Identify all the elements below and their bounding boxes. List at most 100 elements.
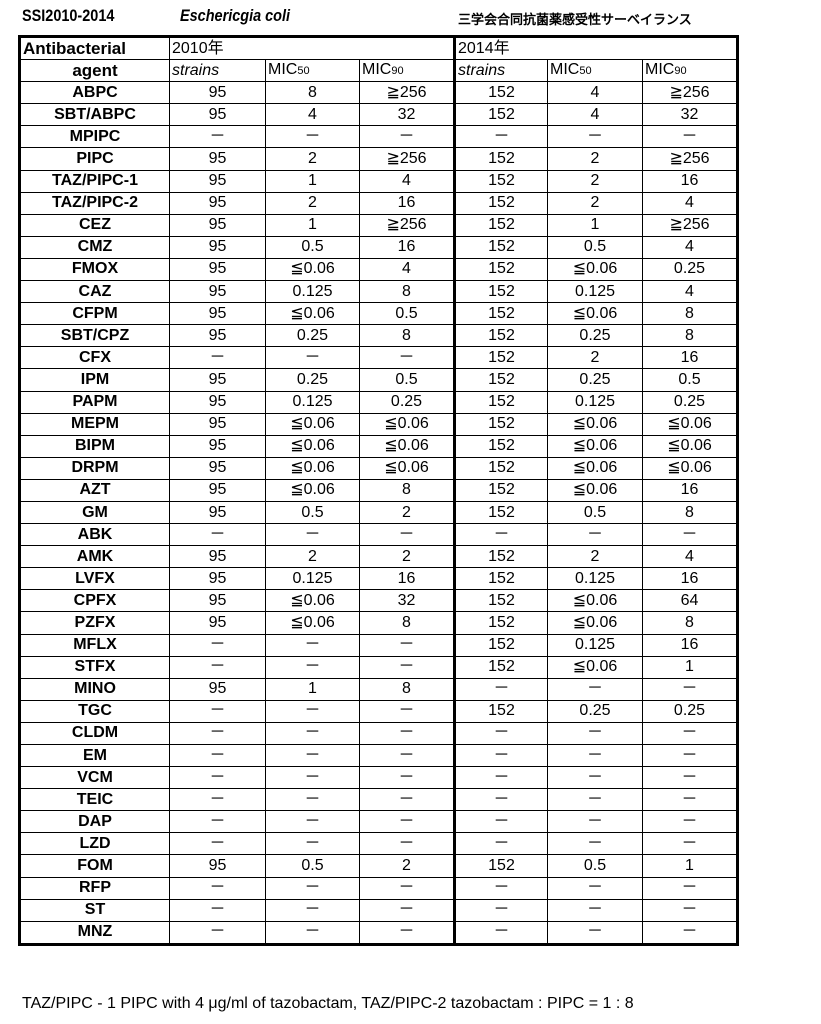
cell-agent: CAZ [19, 280, 170, 304]
mic90-sub: 90 [391, 65, 404, 78]
cell-mic50-2010: － [265, 699, 360, 723]
cell-mic50-2014: － [547, 721, 643, 746]
cell-mic50-2014: ≦0.06 [547, 412, 643, 436]
cell-agent: CFX [19, 346, 170, 370]
mic90-header: MIC90 [642, 59, 738, 83]
cell-mic90-2014: － [642, 743, 738, 768]
cell-mic50-2010: 8 [265, 81, 360, 105]
cell-mic90-2010: ≦0.06 [359, 412, 455, 436]
cell-mic50-2010: 4 [265, 103, 360, 127]
cell-agent: MINO [19, 677, 170, 701]
cell-mic50-2014: － [547, 832, 643, 856]
cell-mic50-2010: 0.25 [265, 368, 360, 392]
cell-mic50-2014: ≦0.06 [547, 302, 643, 326]
cell-mic50-2014: 0.5 [547, 500, 643, 525]
cell-mic90-2010: － [359, 898, 455, 922]
cell-strains-2010: － [169, 125, 266, 149]
cell-mic90-2010: 4 [359, 169, 455, 193]
cell-mic90-2010: － [359, 920, 455, 945]
cell-agent: CPFX [19, 589, 170, 613]
cell-mic50-2014: ≦0.06 [547, 655, 643, 679]
cell-strains-2014: 152 [453, 633, 548, 657]
cell-agent: SBT/CPZ [19, 324, 170, 348]
cell-mic90-2014: － [642, 810, 738, 834]
table-row: FOM 95 0.5 2 152 0.5 1 [19, 854, 738, 878]
cell-mic50-2010: 0.5 [265, 500, 360, 525]
cell-mic90-2014: － [642, 898, 738, 922]
cell-agent: AZT [19, 478, 170, 502]
cell-mic50-2014: ≦0.06 [547, 611, 643, 635]
cell-mic90-2010: － [359, 832, 455, 856]
table-row: STFX －－－ 152 ≦0.06 1 [19, 655, 738, 679]
cell-mic50-2010: ≦0.06 [265, 456, 360, 480]
cell-strains-2014: － [453, 125, 548, 149]
mic-label: MIC [645, 61, 675, 79]
cell-strains-2014: 152 [453, 655, 548, 679]
cell-strains-2014: － [453, 743, 548, 768]
cell-mic90-2010: 16 [359, 235, 455, 259]
cell-mic90-2014: 0.25 [642, 390, 738, 414]
cell-mic90-2014: － [642, 920, 738, 945]
cell-mic90-2010: － [359, 721, 455, 746]
cell-mic50-2014: － [547, 788, 643, 812]
cell-mic90-2014: 0.25 [642, 699, 738, 723]
table-row: ABPC 95 8 ≧256 152 4 ≧256 [19, 81, 738, 105]
cell-strains-2010: 95 [169, 478, 266, 502]
cell-mic50-2014: 0.125 [547, 567, 643, 591]
table-row: PIPC 95 2 ≧256 152 2 ≧256 [19, 147, 738, 171]
cell-strains-2014: 152 [453, 545, 548, 569]
mic90-header: MIC90 [359, 59, 455, 83]
cell-mic90-2014: ≧256 [642, 147, 738, 171]
cell-mic90-2010: 8 [359, 677, 455, 701]
cell-mic90-2014: ≦0.06 [642, 456, 738, 480]
cell-agent: ST [19, 898, 170, 922]
cell-strains-2010: 95 [169, 589, 266, 613]
cell-mic90-2010: 8 [359, 324, 455, 348]
cell-mic50-2010: － [265, 898, 360, 922]
cell-agent: LVFX [19, 567, 170, 591]
cell-mic50-2014: 0.25 [547, 368, 643, 392]
cell-mic90-2010: 0.5 [359, 302, 455, 326]
cell-mic90-2010: 4 [359, 257, 455, 282]
table-row: LZD －－－－－－ [19, 832, 738, 856]
cell-strains-2014: 152 [453, 500, 548, 525]
cell-mic50-2010: 0.125 [265, 280, 360, 304]
cell-mic50-2014: 4 [547, 81, 643, 105]
cell-mic50-2014: 2 [547, 545, 643, 569]
mic-table: Antibacterial 2010年 2014年 agent strains … [18, 35, 739, 946]
cell-mic90-2010: － [359, 810, 455, 834]
cell-mic50-2010: ≦0.06 [265, 611, 360, 635]
cell-strains-2010: 95 [169, 280, 266, 304]
table-row: DRPM 95 ≦0.06 ≦0.06 152 ≦0.06 ≦0.06 [19, 456, 738, 480]
cell-mic50-2010: 2 [265, 545, 360, 569]
cell-strains-2014: 152 [453, 434, 548, 458]
cell-mic90-2014: － [642, 766, 738, 790]
cell-strains-2014: 152 [453, 390, 548, 414]
header-row-years: Antibacterial 2010年 2014年 [19, 35, 738, 61]
cell-strains-2014: 152 [453, 368, 548, 392]
cell-mic50-2014: 0.125 [547, 280, 643, 304]
cell-strains-2014: － [453, 677, 548, 701]
cell-mic90-2010: ≦0.06 [359, 434, 455, 458]
table-row: MINO 95 1 8 －－－ [19, 677, 738, 701]
cell-mic90-2010: 8 [359, 611, 455, 635]
cell-mic90-2010: ≦0.06 [359, 456, 455, 480]
cell-strains-2014: － [453, 832, 548, 856]
cell-mic50-2010: ≦0.06 [265, 434, 360, 458]
cell-strains-2010: 95 [169, 854, 266, 878]
cell-agent: AMK [19, 545, 170, 569]
cell-agent: ABK [19, 523, 170, 547]
cell-strains-2014: 152 [453, 346, 548, 370]
cell-mic50-2010: － [265, 655, 360, 679]
cell-strains-2010: 95 [169, 677, 266, 701]
cell-strains-2010: 95 [169, 103, 266, 127]
mic-label: MIC [362, 61, 392, 79]
table-row: MFLX －－－ 152 0.125 16 [19, 633, 738, 657]
cell-mic90-2014: ≧256 [642, 213, 738, 237]
table-row: VCM －－－－－－ [19, 766, 738, 790]
cell-agent: LZD [19, 832, 170, 856]
cell-strains-2010: 95 [169, 545, 266, 569]
cell-strains-2010: － [169, 876, 266, 900]
table-row: CLDM －－－－－－ [19, 721, 738, 746]
table-row: CEZ 95 1 ≧256 152 1 ≧256 [19, 213, 738, 237]
